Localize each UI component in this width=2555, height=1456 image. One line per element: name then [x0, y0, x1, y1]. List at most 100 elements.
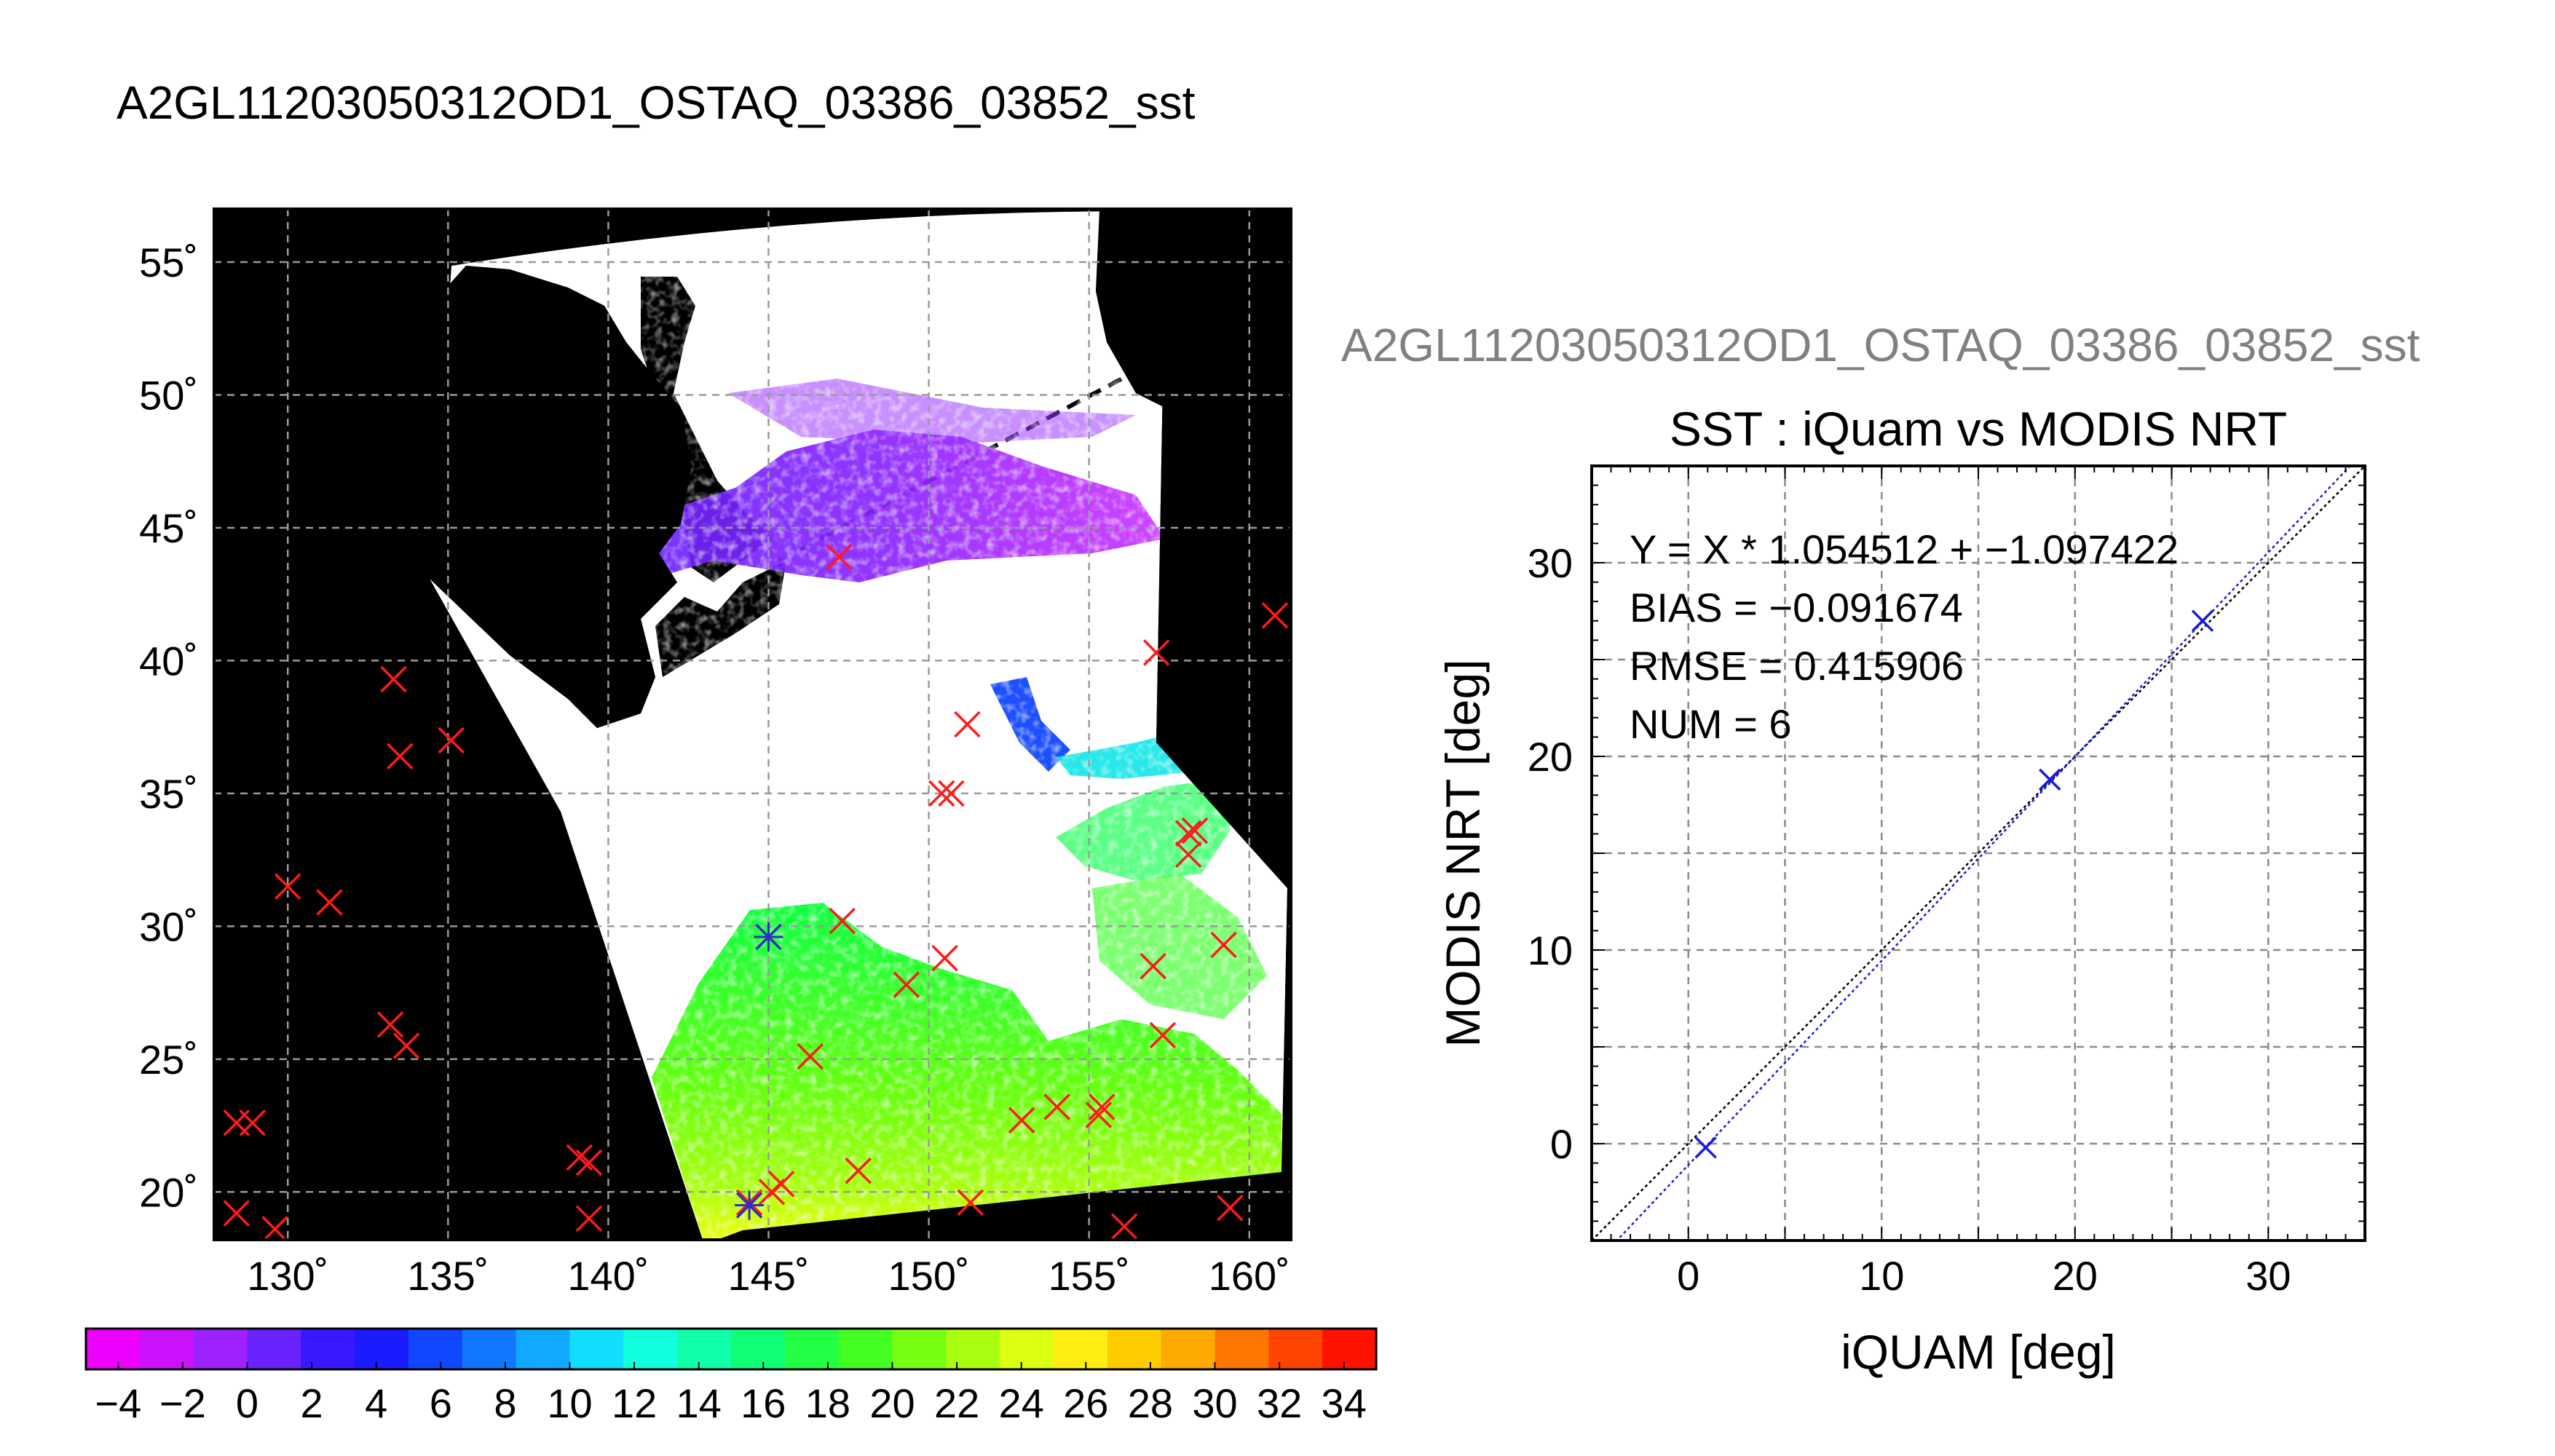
colorbar-tick-label: 34	[1322, 1380, 1367, 1426]
scatter-annotations: Y = X * 1.054512 + −1.097422 BIAS = −0.0…	[1630, 526, 2179, 747]
map-marker-red	[931, 944, 958, 972]
map-frame	[213, 207, 1292, 1241]
one-to-one-line	[1592, 466, 2365, 1241]
scatter-points	[1694, 609, 2214, 1159]
colorbar-tick-label: 4	[365, 1380, 387, 1426]
map-marker-red	[575, 1149, 603, 1176]
colorbar-swatch	[139, 1329, 194, 1369]
map-marker-red	[1149, 1021, 1177, 1049]
map-marker-red	[928, 780, 955, 807]
map-marker-red	[1043, 1093, 1070, 1120]
map-marker-red	[1174, 841, 1202, 869]
map-marker-red	[1217, 1194, 1244, 1222]
lon-tick-label: 135˚	[407, 1253, 489, 1299]
annotation-num: NUM = 6	[1630, 701, 1792, 747]
colorbar-swatch	[892, 1329, 947, 1369]
lon-tick-label: 130˚	[247, 1253, 328, 1299]
colorbar-tick-label: 22	[934, 1380, 979, 1426]
map-marker-red	[893, 971, 920, 998]
colorbar-swatch	[462, 1329, 517, 1369]
lat-tick-label: 30˚	[139, 903, 198, 949]
lat-tick-label: 50˚	[139, 372, 198, 418]
scatter-tick-labels: 0 10 20 30 0 10 20 30	[1528, 465, 2366, 1299]
colorbar-tick-label: 30	[1192, 1380, 1237, 1426]
colorbar-swatch	[247, 1329, 301, 1369]
scatter-title: SST : iQuam vs MODIS NRT	[1670, 402, 2287, 456]
colorbar-tick-label: 28	[1128, 1380, 1173, 1426]
colorbar-swatch	[86, 1329, 141, 1369]
colorbar-swatch	[677, 1329, 732, 1369]
map-marker-blue	[754, 922, 783, 951]
x-axis-label: iQUAM [deg]	[1841, 1325, 2116, 1379]
map-marker-red	[1140, 952, 1166, 980]
map-marker-red	[1085, 1101, 1113, 1128]
map-marker-red	[1261, 602, 1289, 629]
colorbar-swatch	[569, 1329, 624, 1369]
lon-tick-label: 160˚	[1209, 1253, 1290, 1299]
map-marker-blue	[735, 1190, 765, 1220]
map-marker-red	[826, 543, 853, 571]
map-marker-red	[957, 1189, 984, 1216]
map-marker-red	[316, 889, 343, 916]
scatter-lines	[1592, 466, 2365, 1241]
map-marker-red	[1210, 931, 1237, 959]
map-marker-red	[1008, 1107, 1035, 1134]
colorbar-swatch	[1161, 1329, 1215, 1369]
colorbar-swatch	[516, 1329, 570, 1369]
colorbar-swatch	[838, 1329, 893, 1369]
map-marker-red	[758, 1179, 786, 1206]
lat-tick-label: 45˚	[139, 505, 198, 551]
colorbar-swatch	[1268, 1329, 1323, 1369]
lat-tick-label: 40˚	[139, 638, 198, 684]
colorbar-tick-label: 32	[1257, 1380, 1302, 1426]
x-tick-label: 20	[2053, 1253, 2098, 1299]
colorbar-swatch	[623, 1329, 678, 1369]
colorbar-tick-label: 8	[494, 1380, 516, 1426]
x-tick-label: 0	[1677, 1253, 1699, 1299]
map-marker-red	[1181, 817, 1209, 844]
annotation-rmse: RMSE = 0.415906	[1630, 643, 1964, 689]
scatter-grid	[1592, 466, 2365, 1241]
lon-tick-label: 150˚	[888, 1253, 970, 1299]
map-marker-red	[845, 1157, 872, 1184]
scatter-panel: SST : iQuam vs MODIS NRT 0 10 20 300102030 …	[1436, 402, 2366, 1379]
map-panel: 130˚ 135˚ 140˚ 145˚ 150˚ 155˚ 160˚ 55˚ 50˚ 45˚ 40˚…	[139, 207, 1292, 1299]
scatter-point	[2191, 609, 2214, 633]
colorbar-swatch	[1215, 1329, 1269, 1369]
colorbar-swatch	[1322, 1329, 1377, 1369]
colorbar-tick-label: 26	[1063, 1380, 1108, 1426]
fit-line	[1615, 466, 2352, 1241]
scatter-point	[2038, 768, 2061, 791]
colorbar-swatch	[1000, 1329, 1054, 1369]
colorbar-tick-label: 14	[676, 1380, 722, 1426]
scatter-point	[1694, 1136, 1717, 1159]
map-grid	[214, 209, 1291, 1240]
colorbar-tick-label: 16	[741, 1380, 786, 1426]
map-marker-red	[376, 1011, 404, 1038]
map-tick-labels: 130˚ 135˚ 140˚ 145˚ 150˚ 155˚ 160˚ 55˚ 50˚ 45˚ 40˚…	[139, 240, 1290, 1299]
colorbar-swatch	[1107, 1329, 1162, 1369]
x-tick-label: 10	[1859, 1253, 1904, 1299]
map-marker-red	[797, 1042, 824, 1070]
colorbar-tick-label: 10	[547, 1380, 592, 1426]
colorbar-tick-label: 18	[805, 1380, 850, 1426]
map-marker-red	[1089, 1093, 1115, 1120]
colorbar-tick-label: 12	[612, 1380, 657, 1426]
map-marker-red	[1174, 820, 1202, 847]
annotation-fit: Y = X * 1.054512 + −1.097422	[1630, 526, 2179, 572]
map-marker-red	[1110, 1213, 1138, 1240]
colorbar: −4 −2 0 2 4 6 8 10 12 14 16 18 20 22 24 26 28 30 32 34	[84, 1327, 1378, 1426]
colorbar-swatch	[193, 1329, 248, 1369]
colorbar-swatch	[355, 1329, 409, 1369]
lat-tick-label: 20˚	[139, 1169, 198, 1215]
map-marker-red	[938, 780, 965, 807]
colorbar-swatch	[408, 1329, 463, 1369]
y-tick-label: 30	[1528, 540, 1573, 586]
colorbar-tick-label: 2	[301, 1380, 323, 1426]
x-tick-label: 30	[2246, 1253, 2291, 1299]
colorbar-tick-label: 20	[869, 1380, 915, 1426]
map-marker-red	[387, 743, 414, 770]
y-tick-label: 0	[1550, 1121, 1573, 1167]
map-marker-red	[380, 665, 407, 693]
colorbar-tick-label: −2	[159, 1380, 206, 1426]
